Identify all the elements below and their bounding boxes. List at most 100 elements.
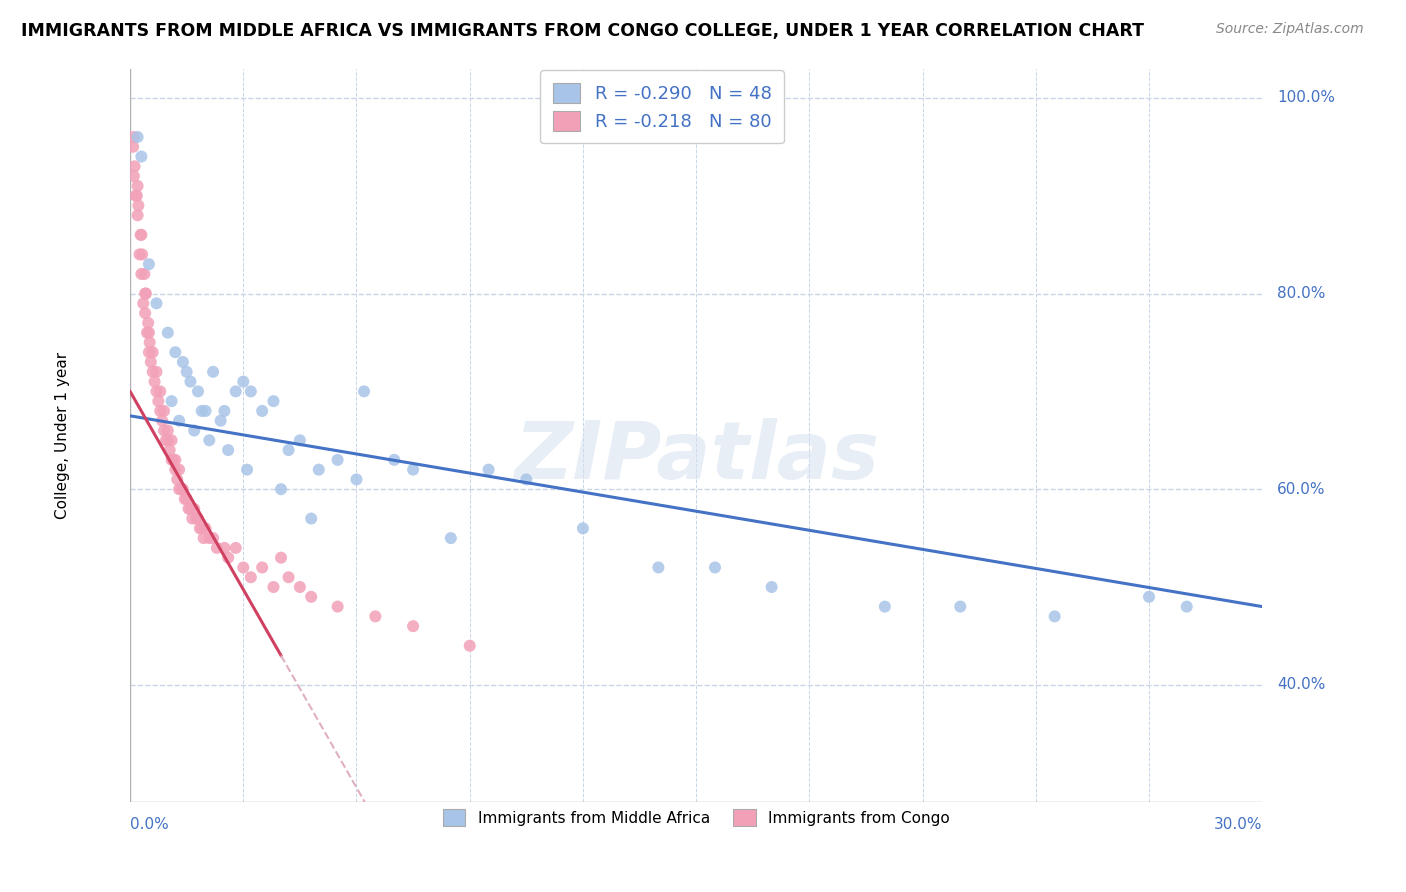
Point [458,639,481,653]
Point [153,424,176,438]
Point [148,394,170,409]
Point [131,150,153,164]
Point [150,414,173,428]
Point [217,550,239,565]
Point [122,140,145,154]
Point [131,247,153,261]
Point [135,286,157,301]
Text: 100.0%: 100.0% [1277,90,1336,105]
Point [131,227,153,242]
Point [142,345,165,359]
Point [166,472,188,486]
Point [134,267,156,281]
Point [205,541,228,555]
Point [129,227,152,242]
Point [183,424,205,438]
Point [172,355,194,369]
Point [170,482,193,496]
Point [156,326,179,340]
Point [572,521,595,535]
Point [364,609,387,624]
Point [138,257,160,271]
Point [214,404,236,418]
Point [1175,599,1198,614]
Text: 30.0%: 30.0% [1213,817,1263,832]
Point [153,404,176,418]
Point [179,375,201,389]
Point [1043,609,1066,624]
Point [949,599,972,614]
Point [402,462,425,476]
Point [193,531,215,545]
Text: College, Under 1 year: College, Under 1 year [55,351,70,519]
Point [128,247,150,261]
Point [873,599,896,614]
Point [440,531,463,545]
Text: ZIPatlas: ZIPatlas [513,418,879,497]
Point [127,130,149,145]
Point [125,188,148,202]
Point [143,375,166,389]
Point [225,541,247,555]
Point [250,404,273,418]
Point [156,434,179,448]
Point [239,570,262,584]
Point [263,394,285,409]
Point [136,326,159,340]
Point [131,267,153,281]
Point [149,384,172,399]
Point [202,531,225,545]
Point [187,384,209,399]
Point [122,169,145,183]
Point [127,198,149,212]
Point [191,404,214,418]
Text: 0.0%: 0.0% [131,817,169,832]
Point [167,482,190,496]
Point [704,560,727,574]
Text: 40.0%: 40.0% [1277,677,1326,692]
Point [382,453,405,467]
Point [184,511,207,525]
Point [165,345,187,359]
Point [250,560,273,574]
Point [477,462,499,476]
Point [134,306,156,320]
Point [136,316,159,330]
Point [194,404,217,418]
Point [277,443,299,458]
Point [165,453,187,467]
Point [124,159,146,173]
Point [183,501,205,516]
Point [149,404,172,418]
Point [160,453,183,467]
Point [181,511,204,525]
Point [125,188,148,202]
Point [155,434,177,448]
Point [167,462,190,476]
Point [179,501,201,516]
Point [156,424,179,438]
Point [288,580,311,594]
Point [299,511,322,525]
Point [176,491,198,506]
Point [214,541,236,555]
Point [176,365,198,379]
Point [167,414,190,428]
Text: 80.0%: 80.0% [1277,286,1326,301]
Point [225,384,247,399]
Point [346,472,368,486]
Point [299,590,322,604]
Point [134,286,156,301]
Point [647,560,669,574]
Point [172,482,194,496]
Point [288,434,311,448]
Point [263,580,285,594]
Point [138,326,160,340]
Point [515,472,537,486]
Point [209,414,232,428]
Point [160,394,183,409]
Point [127,208,149,222]
Point [198,434,221,448]
Point [138,345,160,359]
Point [277,570,299,584]
